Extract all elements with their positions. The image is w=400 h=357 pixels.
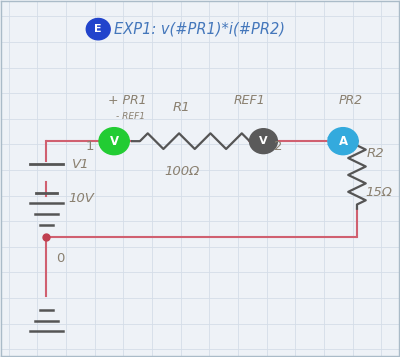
Text: 2: 2	[274, 140, 283, 153]
Text: A: A	[338, 135, 348, 148]
Text: R2: R2	[367, 147, 384, 160]
Text: 100Ω: 100Ω	[164, 165, 200, 178]
Circle shape	[86, 19, 110, 40]
Text: 0: 0	[56, 252, 64, 265]
Circle shape	[250, 129, 277, 154]
Text: PR2: PR2	[338, 94, 362, 107]
Circle shape	[99, 128, 129, 155]
Text: E: E	[94, 24, 102, 34]
Text: EXP1: v(#PR1)*i(#PR2): EXP1: v(#PR1)*i(#PR2)	[114, 22, 285, 37]
Text: R1: R1	[173, 101, 191, 114]
Circle shape	[328, 128, 358, 155]
Text: REF1: REF1	[234, 94, 265, 107]
Text: 15Ω: 15Ω	[365, 186, 392, 199]
Text: V: V	[110, 135, 119, 148]
Text: + PR1: + PR1	[108, 94, 147, 107]
Text: - REF1: - REF1	[116, 112, 145, 121]
Text: 10V: 10V	[68, 192, 94, 205]
Text: V: V	[259, 136, 268, 146]
Text: 1: 1	[86, 140, 94, 153]
Text: V1: V1	[72, 158, 90, 171]
